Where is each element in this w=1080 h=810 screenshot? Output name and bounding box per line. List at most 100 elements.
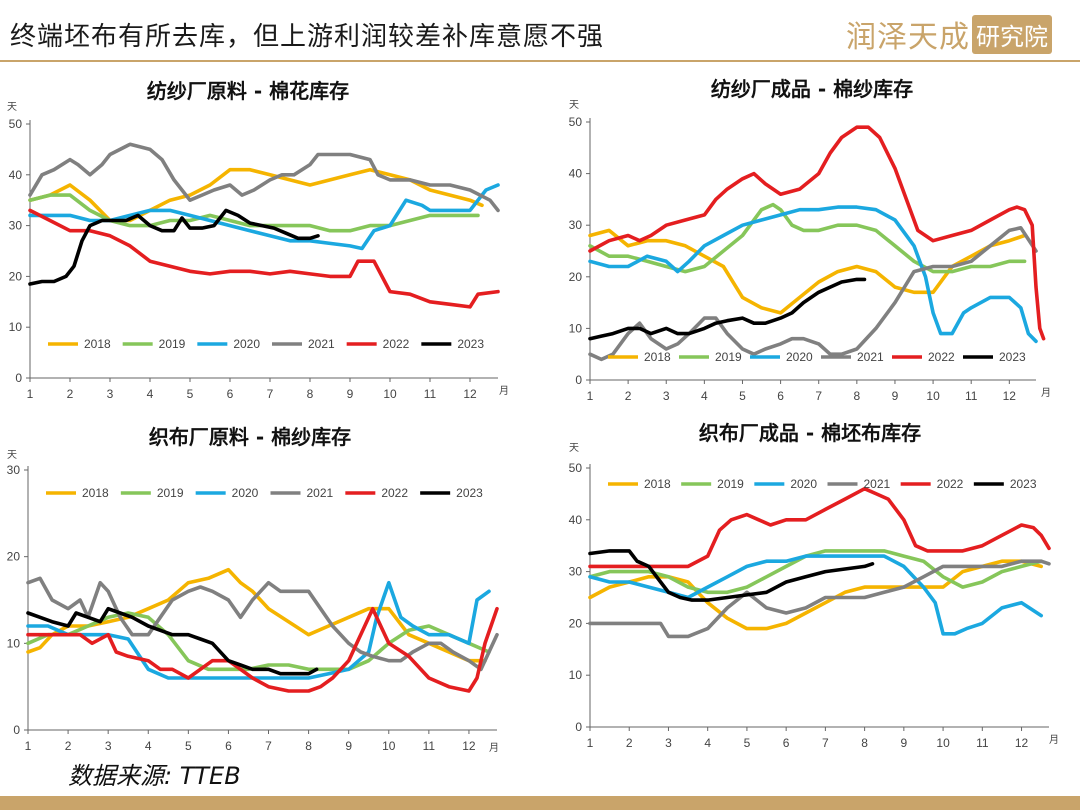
y-tick-label: 50 bbox=[569, 461, 583, 475]
footer-bar bbox=[0, 796, 1080, 810]
x-tick-label: 7 bbox=[267, 387, 274, 401]
legend-label: 2022 bbox=[383, 337, 410, 351]
x-tick-label: 8 bbox=[853, 389, 860, 403]
x-tick-label: 9 bbox=[347, 387, 354, 401]
y-tick-label: 40 bbox=[569, 167, 583, 181]
series-line-2019 bbox=[588, 549, 1043, 595]
y-tick-label: 50 bbox=[569, 115, 583, 129]
legend-label: 2019 bbox=[159, 337, 186, 351]
x-tick-label: 4 bbox=[145, 739, 152, 753]
x-tick-label: 11 bbox=[976, 736, 989, 750]
x-axis-unit: 月 bbox=[1049, 734, 1059, 746]
x-tick-label: 5 bbox=[744, 736, 751, 750]
x-tick-label: 10 bbox=[936, 736, 950, 750]
x-axis-unit: 月 bbox=[1041, 387, 1051, 399]
x-tick-label: 1 bbox=[27, 387, 34, 401]
y-tick-label: 10 bbox=[7, 636, 21, 650]
x-tick-label: 9 bbox=[345, 739, 352, 753]
y-tick-label: 10 bbox=[569, 321, 583, 335]
page-title: 终端坯布有所去库，但上游利润较差补库意愿不强 bbox=[10, 22, 605, 52]
series-line-2023 bbox=[26, 606, 319, 676]
legend-label: 2023 bbox=[999, 350, 1026, 364]
y-tick-label: 20 bbox=[569, 616, 583, 630]
x-tick-label: 8 bbox=[861, 736, 868, 750]
legend-label: 2019 bbox=[157, 486, 184, 500]
x-tick-label: 10 bbox=[926, 389, 940, 403]
x-tick-label: 12 bbox=[1015, 736, 1029, 750]
series-line-2021 bbox=[588, 559, 1051, 639]
x-tick-label: 10 bbox=[383, 387, 397, 401]
x-axis-unit: 月 bbox=[489, 742, 499, 754]
logo-badge: 研究院 bbox=[972, 14, 1052, 54]
x-tick-label: 7 bbox=[822, 736, 829, 750]
y-axis-unit: 天 bbox=[7, 450, 17, 461]
x-tick-label: 12 bbox=[463, 387, 477, 401]
x-tick-label: 4 bbox=[701, 389, 708, 403]
legend-label: 2021 bbox=[857, 350, 884, 364]
legend-label: 2018 bbox=[644, 477, 671, 491]
series-line-2023 bbox=[588, 549, 875, 602]
x-tick-label: 4 bbox=[704, 736, 711, 750]
y-tick-label: 30 bbox=[9, 219, 23, 233]
legend-label: 2023 bbox=[456, 486, 483, 500]
series-line-2020 bbox=[26, 580, 491, 680]
x-tick-label: 3 bbox=[105, 739, 112, 753]
x-tick-label: 7 bbox=[265, 739, 272, 753]
y-tick-label: 0 bbox=[575, 373, 582, 387]
x-tick-label: 9 bbox=[892, 389, 899, 403]
x-tick-label: 11 bbox=[423, 739, 436, 753]
title-divider bbox=[0, 60, 1080, 62]
x-tick-label: 6 bbox=[225, 739, 232, 753]
x-tick-label: 8 bbox=[305, 739, 312, 753]
chart-title: 纺纱厂原料 - 棉花库存 bbox=[147, 79, 349, 103]
logo-text: 润泽天成 bbox=[846, 20, 970, 55]
series-line-2022 bbox=[588, 486, 1051, 569]
series-line-2019 bbox=[588, 202, 1027, 274]
y-axis-unit: 天 bbox=[569, 100, 579, 111]
chart-title: 织布厂成品 - 棉坯布库存 bbox=[699, 421, 921, 445]
x-tick-label: 5 bbox=[187, 387, 194, 401]
legend-label: 2018 bbox=[82, 486, 109, 500]
chart-title: 织布厂原料 - 棉纱库存 bbox=[149, 425, 351, 449]
x-tick-label: 1 bbox=[587, 389, 594, 403]
x-tick-label: 8 bbox=[307, 387, 314, 401]
x-tick-label: 3 bbox=[665, 736, 672, 750]
company-logo: 润泽天成 研究院 bbox=[846, 14, 1052, 55]
x-tick-label: 7 bbox=[815, 389, 822, 403]
x-axis-unit: 月 bbox=[499, 385, 509, 397]
x-tick-label: 6 bbox=[227, 387, 234, 401]
series-line-2023 bbox=[588, 277, 867, 341]
y-tick-label: 10 bbox=[569, 668, 583, 682]
legend-label: 2018 bbox=[84, 337, 111, 351]
legend-label: 2021 bbox=[308, 337, 335, 351]
legend-label: 2020 bbox=[786, 350, 813, 364]
x-tick-label: 5 bbox=[739, 389, 746, 403]
series-line-2023 bbox=[28, 208, 320, 286]
legend-label: 2021 bbox=[307, 486, 334, 500]
series-line-2018 bbox=[588, 559, 1043, 631]
legend-label: 2023 bbox=[457, 337, 484, 351]
legend-label: 2021 bbox=[864, 477, 891, 491]
series-line-2022 bbox=[26, 606, 499, 693]
series-line-2021 bbox=[26, 576, 499, 672]
legend-label: 2022 bbox=[937, 477, 964, 491]
x-tick-label: 12 bbox=[1003, 389, 1017, 403]
x-tick-label: 12 bbox=[462, 739, 476, 753]
legend-label: 2019 bbox=[715, 350, 742, 364]
x-tick-label: 2 bbox=[67, 387, 74, 401]
x-tick-label: 11 bbox=[424, 387, 437, 401]
legend-label: 2020 bbox=[790, 477, 817, 491]
y-tick-label: 40 bbox=[569, 513, 583, 527]
legend-label: 2020 bbox=[232, 486, 259, 500]
x-tick-label: 3 bbox=[107, 387, 114, 401]
y-tick-label: 40 bbox=[9, 168, 23, 182]
data-source: 数据来源: TTEB bbox=[68, 762, 241, 790]
chart-title: 纺纱厂成品 - 棉纱库存 bbox=[711, 77, 913, 101]
x-tick-label: 10 bbox=[382, 739, 396, 753]
series-line-2021 bbox=[28, 142, 500, 213]
x-tick-label: 2 bbox=[626, 736, 633, 750]
y-tick-label: 10 bbox=[9, 320, 23, 334]
y-tick-label: 20 bbox=[7, 550, 21, 564]
